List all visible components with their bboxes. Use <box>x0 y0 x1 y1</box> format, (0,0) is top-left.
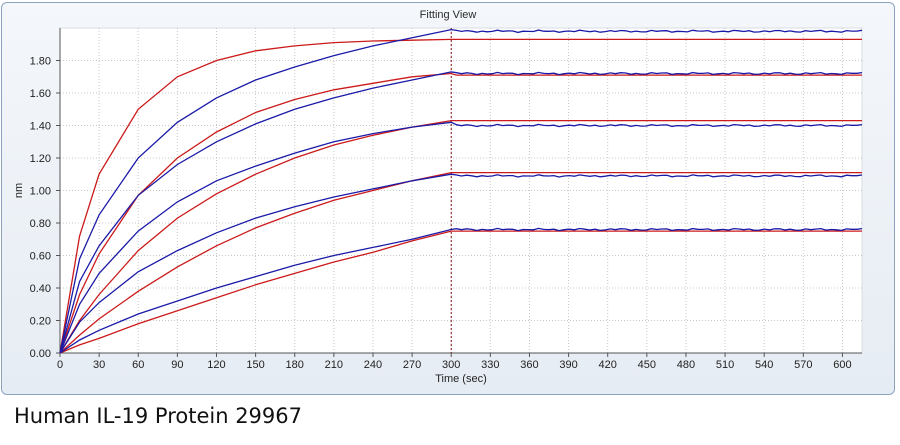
x-tick-label: 330 <box>481 359 499 371</box>
x-tick-label: 0 <box>57 359 63 371</box>
y-axis-label: nm <box>13 183 25 198</box>
x-tick-label: 150 <box>246 359 264 371</box>
y-tick-label: 0.20 <box>30 316 51 328</box>
fit-curve-1 <box>59 38 862 354</box>
fit-curve-5 <box>59 230 862 354</box>
x-tick-label: 180 <box>286 359 304 371</box>
y-tick-label: 0.80 <box>30 218 51 230</box>
y-tick-label: 0.00 <box>30 348 51 360</box>
x-tick-label: 240 <box>364 359 382 371</box>
x-tick-label: 30 <box>93 359 105 371</box>
x-tick-label: 600 <box>833 359 851 371</box>
measured-curve-4 <box>59 173 863 354</box>
y-tick-label: 1.00 <box>30 186 51 198</box>
y-tick-label: 1.60 <box>30 88 51 100</box>
figure-caption: Human IL-19 Protein 29967 <box>14 404 303 428</box>
x-tick-label: 210 <box>325 359 343 371</box>
x-tick-label: 480 <box>677 359 695 371</box>
y-tick-label: 1.80 <box>30 56 51 68</box>
y-tick-label: 0.40 <box>30 283 51 295</box>
x-axis-label: Time (sec) <box>435 373 487 385</box>
x-tick-label: 510 <box>716 359 734 371</box>
x-tick-label: 570 <box>794 359 812 371</box>
x-tick-label: 270 <box>403 359 421 371</box>
fit-curve-4 <box>59 171 862 354</box>
measured-curve-2 <box>59 71 863 354</box>
x-tick-label: 390 <box>559 359 577 371</box>
fitting-chart: 0 30 60 90 120 150 180 210 240 270 300 330 360 390 420… <box>13 27 863 385</box>
panel-title: Fitting View <box>419 9 477 21</box>
y-tick-label: 1.20 <box>30 153 51 165</box>
x-tick-label: 450 <box>638 359 656 371</box>
x-tick-label: 300 <box>442 359 460 371</box>
measured-curve-3 <box>59 121 863 354</box>
plot-area <box>59 27 863 354</box>
y-tick-label: 1.40 <box>30 121 51 133</box>
x-tick-label: 90 <box>171 359 183 371</box>
fit-curve-2 <box>59 72 862 354</box>
fit-curve-3 <box>59 119 862 354</box>
x-tick-label: 360 <box>520 359 538 371</box>
x-tick-label: 60 <box>132 359 144 371</box>
x-tick-label: 420 <box>599 359 617 371</box>
y-tick-label: 0.60 <box>30 251 51 263</box>
x-tick-label: 120 <box>207 359 225 371</box>
x-tick-label: 540 <box>755 359 773 371</box>
measured-curve-1 <box>59 28 863 354</box>
measured-curve-5 <box>59 227 863 354</box>
